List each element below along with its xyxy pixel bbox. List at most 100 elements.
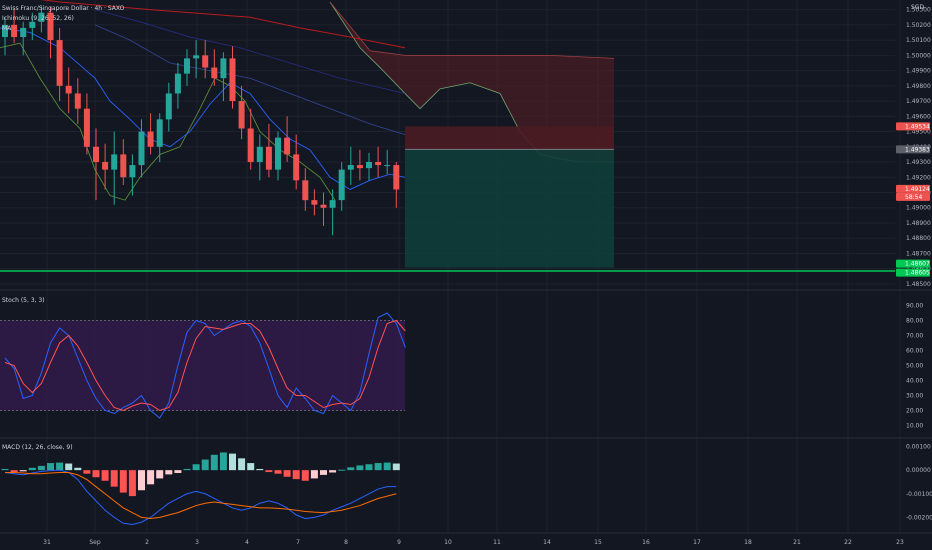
macd-histogram-bar	[338, 469, 346, 471]
candle-body	[320, 204, 327, 208]
candle-body	[356, 165, 363, 169]
price-badge-label: 1.48607	[905, 261, 930, 268]
stochastic-pane[interactable]	[0, 312, 406, 419]
ma-line-red	[40, 0, 406, 49]
stoch-tick-label: 80.00	[906, 318, 923, 325]
price-tick-label: 1.50100	[906, 37, 931, 44]
price-badge	[896, 259, 930, 268]
candle-body	[129, 165, 136, 178]
macd-pane[interactable]	[1, 452, 400, 525]
macd-histogram-bar	[201, 459, 209, 471]
macd-histogram-bar	[192, 464, 200, 471]
price-tick-label: 1.49500	[906, 129, 931, 136]
macd-histogram-bar	[10, 470, 18, 473]
symbol-title: Swiss Franc/Singapore Dollar · 4h · SAXO	[2, 5, 125, 12]
take-profit-zone	[405, 149, 614, 268]
stoch-tick-label: 40.00	[906, 378, 923, 385]
macd-histogram-bar	[110, 470, 118, 487]
candle-body	[174, 73, 181, 94]
time-axis[interactable]: 31 Sep 2 3 4 7 8 9 10 11 14 15 16 17 18 21 22 23	[43, 539, 904, 546]
time-tick-label: 31	[43, 539, 51, 546]
time-tick-label: 7	[296, 539, 300, 546]
macd-histogram-bar	[65, 463, 73, 471]
macd-histogram-bar	[147, 470, 155, 485]
candle-body	[111, 154, 118, 170]
candle-body	[47, 12, 54, 41]
senkou-span-b	[329, 1, 615, 59]
time-tick-label: 23	[896, 539, 904, 546]
macd-lines	[4, 469, 397, 525]
time-tick-label: 16	[642, 539, 650, 546]
macd-histogram-bar	[37, 465, 45, 471]
stoch-tick-label: 70.00	[906, 333, 923, 340]
macd-histogram-bar	[301, 470, 309, 481]
macd-histogram-bar	[356, 465, 364, 471]
price-tick-label: 1.49600	[906, 113, 931, 120]
candle-body	[247, 128, 254, 163]
price-tick-label: 1.49000	[906, 205, 931, 212]
time-tick-label: 18	[744, 539, 752, 546]
time-tick-label: 2	[145, 539, 149, 546]
macd-histogram-bar	[310, 470, 318, 479]
price-badge	[896, 192, 930, 201]
macd-histogram-bar	[374, 463, 382, 471]
stoch-tick-label: 90.00	[906, 303, 923, 310]
price-tick-label: 1.48900	[906, 220, 931, 227]
currency-label: SGD	[911, 4, 924, 11]
candle-body	[275, 137, 281, 170]
candle-body	[56, 40, 63, 86]
price-tick-label: 1.50200	[906, 22, 931, 29]
stoch-tick-label: 50.00	[906, 363, 923, 370]
price-tick-label: 1.48700	[906, 250, 931, 257]
macd-histogram-bar	[365, 464, 373, 471]
price-axis[interactable]: 1.50300 1.50200 1.50100 1.50000 1.49900 1.498…	[906, 7, 931, 288]
candle-body	[375, 162, 382, 166]
macd-histogram-bar	[283, 470, 291, 477]
candle-body	[302, 180, 309, 201]
candle-body	[120, 154, 127, 178]
time-tick-label: 11	[493, 539, 501, 546]
macd-histogram-bar	[56, 462, 64, 471]
price-badge-label: 1.49383	[905, 146, 930, 153]
stoch-axis[interactable]: 90.00 80.00 70.00 60.00 50.00 40.00 30.00 20.00…	[906, 303, 923, 430]
price-badge	[896, 145, 930, 154]
macd-histogram	[1, 452, 400, 497]
macd-histogram-bar	[156, 470, 164, 479]
stoch-label: Stoch (5, 3, 3)	[2, 297, 45, 304]
price-pane[interactable]	[0, 0, 895, 272]
macd-label: MACD (12, 26, close, 9)	[2, 444, 73, 451]
macd-tick-label: -0.00100	[906, 491, 932, 498]
candle-body	[347, 165, 354, 170]
macd-tick-label: -0.00200	[906, 514, 932, 521]
macd-histogram-bar	[238, 458, 246, 471]
stoch-tick-label: 30.00	[906, 393, 923, 400]
tenkan-line	[0, 27, 406, 190]
macd-histogram-bar	[165, 470, 173, 475]
price-tick-label: 1.49900	[906, 68, 931, 75]
candle-body	[220, 58, 227, 79]
macd-histogram-bar	[138, 470, 145, 491]
time-tick-label: 4	[245, 539, 249, 546]
candle-body	[293, 154, 300, 181]
candle-body	[284, 137, 291, 155]
stoch-series-line	[4, 312, 406, 419]
candle-body	[265, 146, 272, 170]
macd-histogram-bar	[128, 470, 136, 497]
candle-body	[93, 146, 99, 163]
macd-histogram-bar	[247, 463, 255, 471]
macd-histogram-bar	[392, 463, 400, 471]
macd-histogram-bar	[347, 467, 355, 471]
kijun-line	[94, 24, 406, 135]
macd-histogram-bar	[83, 470, 91, 474]
macd-histogram-bar	[256, 468, 264, 471]
candle-body	[238, 101, 245, 129]
stoch-tick-label: 20.00	[906, 408, 923, 415]
stochastic-lines	[4, 312, 406, 419]
candle-body	[311, 200, 318, 205]
macd-axis[interactable]: 0.00100 0.00000 -0.00100 -0.00200	[906, 444, 932, 522]
candle-body	[338, 169, 345, 201]
position-tool[interactable]	[405, 126, 614, 268]
candle-body	[83, 108, 90, 147]
